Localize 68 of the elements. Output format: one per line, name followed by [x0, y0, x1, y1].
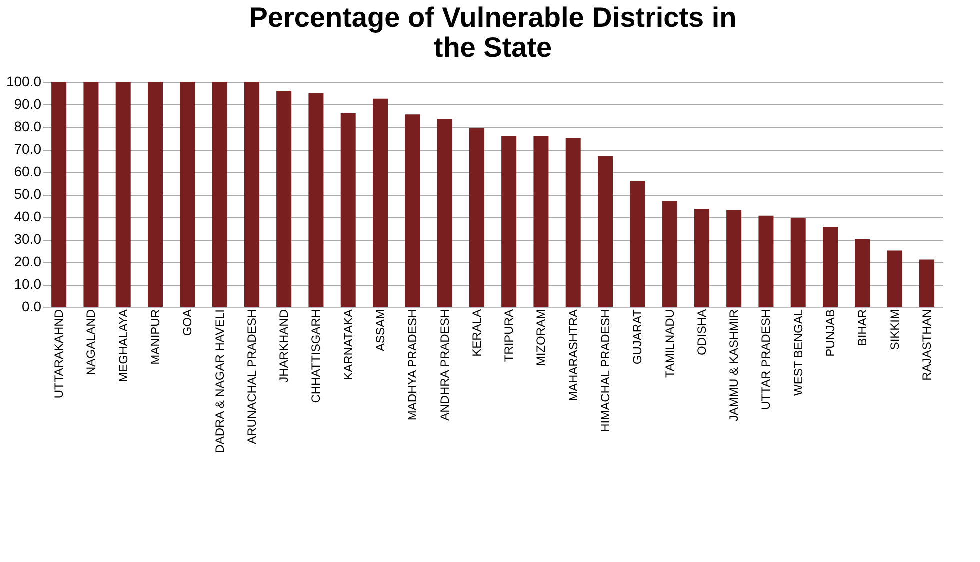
- bar: [855, 240, 870, 307]
- y-tick-label: 20.0: [14, 254, 42, 270]
- x-tick-label: MAHARASHTRA: [566, 310, 580, 402]
- bar: [308, 93, 324, 307]
- x-tick-label: MADHYA PRADESH: [406, 310, 420, 421]
- bar: [340, 114, 356, 307]
- bar: [919, 260, 934, 307]
- bar: [276, 91, 292, 307]
- y-tick-label: 70.0: [14, 141, 42, 157]
- x-tick-label: SIKKIM: [888, 310, 902, 350]
- bar: [180, 82, 196, 307]
- x-tick-label: UTTARAKAHND: [52, 309, 66, 399]
- y-tick-label: 80.0: [14, 118, 42, 134]
- bar: [116, 82, 131, 307]
- x-tick-label: TRIPURA: [502, 310, 516, 362]
- x-tick-label: DADRA & NAGAR HAVELI: [212, 310, 227, 454]
- bar: [790, 218, 806, 307]
- x-tick-label: ARUNACHAL PRADESH: [244, 310, 259, 444]
- x-tick-label: GUJARAT: [630, 308, 645, 365]
- x-tick-label: BIHAR: [856, 309, 870, 346]
- x-tick-label: TAMILNADU: [662, 310, 677, 378]
- bar: [887, 250, 902, 307]
- bar: [469, 128, 484, 307]
- x-tick-label: ANDHRA PRADESH: [438, 310, 452, 421]
- y-tick-label: 60.0: [14, 164, 42, 180]
- y-tick-label: 0.0: [22, 298, 42, 314]
- y-tick-label: 90.0: [14, 96, 42, 112]
- bar: [437, 119, 452, 307]
- x-tick-label: CHHATTISGARH: [309, 310, 324, 404]
- bar: [534, 136, 549, 307]
- x-tick-label: JAMMU & KASHMIR: [727, 309, 742, 422]
- bar: [52, 82, 67, 307]
- y-tick-label: 100.0: [6, 74, 42, 90]
- bar: [630, 181, 646, 307]
- x-tick-label: MANIPUR: [148, 309, 162, 365]
- x-tick-label: RAJASTHAN: [920, 310, 934, 381]
- bar: [662, 201, 678, 307]
- bar: [758, 216, 774, 307]
- bar: [148, 82, 163, 307]
- x-tick-label: KERALA: [470, 310, 484, 357]
- bar: [502, 136, 517, 307]
- x-tick-label: MEGHALAYA: [116, 310, 130, 382]
- bar: [212, 82, 228, 307]
- x-tick-label: JHARKHAND: [277, 309, 292, 383]
- y-tick-label: 50.0: [14, 186, 42, 202]
- x-tick-label: KARNATAKA: [341, 310, 356, 380]
- bar: [726, 210, 742, 307]
- bar: [566, 138, 581, 307]
- x-tick-label: PUNJAB: [824, 310, 838, 357]
- x-tick-label: GOA: [180, 310, 195, 336]
- bar: [823, 227, 838, 307]
- bar: [373, 98, 388, 307]
- chart-title: Percentage of Vulnerable Districts in the State: [249, 2, 737, 63]
- bar: [598, 156, 613, 307]
- x-tick-label: WEST BENGAL: [791, 309, 806, 396]
- x-tick-label: HIMACHAL PRADESH: [598, 310, 612, 432]
- x-tick-label: NAGALAND: [84, 309, 98, 376]
- x-tick-label: UTTAR PRADESH: [759, 310, 774, 410]
- bar: [244, 82, 260, 307]
- y-tick-label: 30.0: [14, 231, 42, 247]
- y-tick-label: 40.0: [14, 208, 42, 224]
- bar: [405, 114, 420, 307]
- x-tick-label: ODISHA: [694, 310, 709, 356]
- bar: [694, 209, 710, 307]
- y-tick-label: 10.0: [14, 276, 42, 292]
- bar: [84, 82, 99, 307]
- x-tick-label: MIZORAM: [534, 310, 548, 366]
- x-tick-label: ASSAM: [374, 310, 388, 352]
